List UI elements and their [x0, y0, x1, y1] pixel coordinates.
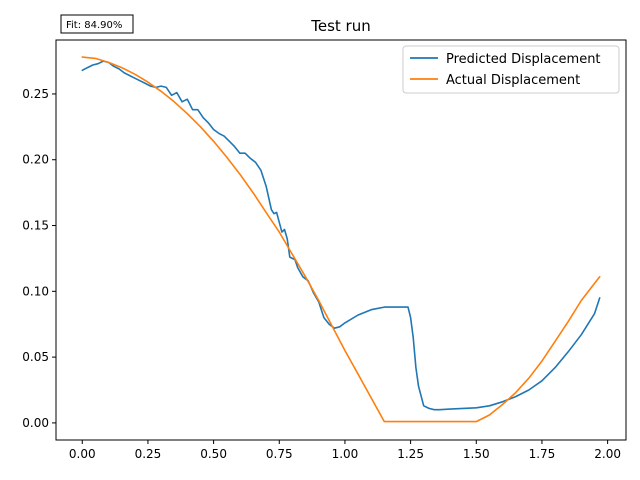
- y-tick-label: 0.10: [22, 284, 49, 298]
- x-tick-label: 0.75: [266, 447, 293, 461]
- x-tick-label: 0.00: [69, 447, 96, 461]
- y-tick-label: 0.05: [22, 350, 49, 364]
- x-tick-label: 1.75: [529, 447, 556, 461]
- fit-annotation-text: Fit: 84.90%: [66, 20, 122, 31]
- fit-annotation: Fit: 84.90%: [60, 14, 134, 34]
- y-tick-label: 0.15: [22, 219, 49, 233]
- chart-title: Test run: [310, 17, 371, 35]
- y-tick-label: 0.00: [22, 416, 49, 430]
- fit-annotation-box: [60, 14, 134, 34]
- series-line-actual: [81, 56, 601, 423]
- x-tick-label: 1.50: [463, 447, 490, 461]
- x-tick-label: 1.25: [397, 447, 424, 461]
- y-axis: 0.00 0.05 0.10 0.15 0.20 0.25: [22, 87, 56, 430]
- y-tick-label: 0.25: [22, 87, 49, 101]
- x-tick-label: 2.00: [594, 447, 621, 461]
- legend-label-actual: Actual Displacement: [446, 73, 580, 88]
- series-line-predicted: [81, 60, 601, 411]
- series-layer: [81, 56, 601, 423]
- x-tick-label: 0.25: [135, 447, 162, 461]
- legend: Predicted Displacement Actual Displaceme…: [402, 45, 620, 94]
- legend-box: [402, 45, 620, 94]
- x-tick-label: 1.00: [332, 447, 359, 461]
- plot-area: [55, 39, 627, 441]
- legend-label-predicted: Predicted Displacement: [446, 52, 601, 67]
- x-axis: 0.00 0.25 0.50 0.75 1.00 1.25 1.50 1.75 2.00: [69, 440, 621, 461]
- x-tick-label: 0.50: [200, 447, 227, 461]
- axes-frame: [56, 40, 626, 440]
- y-tick-label: 0.20: [22, 153, 49, 167]
- axes-border: [55, 39, 627, 441]
